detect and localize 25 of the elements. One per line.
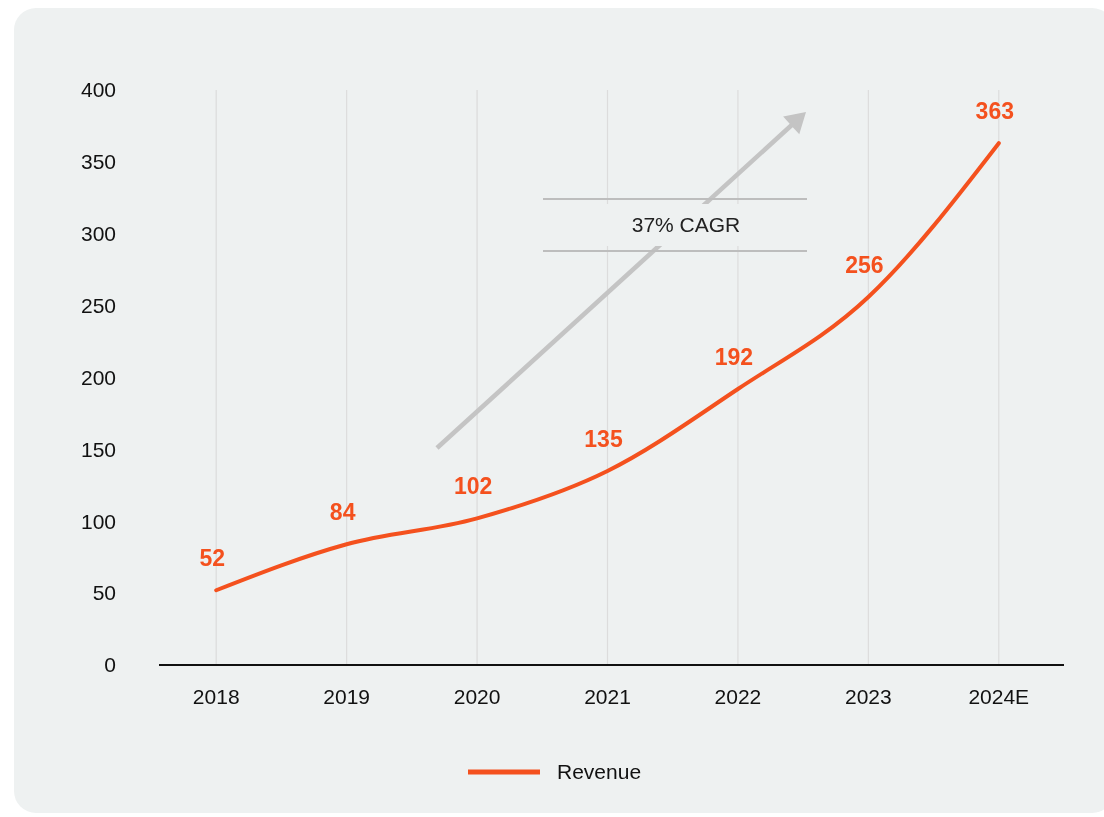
data-label: 363 xyxy=(975,98,1014,125)
annotation: 37% CAGR xyxy=(631,213,741,237)
x-tick-label: 2021 xyxy=(584,685,631,708)
legend-label: Revenue xyxy=(557,760,642,784)
data-label: 256 xyxy=(845,252,884,278)
y-tick-label: 350 xyxy=(80,150,116,174)
data-label: 135 xyxy=(584,425,623,452)
y-tick-label: 250 xyxy=(80,293,116,317)
y-tick-label: 400 xyxy=(80,78,116,102)
x-tick-label: 2022 xyxy=(714,685,762,708)
x-tick-label: 2019 xyxy=(323,685,370,708)
y-tick-label: 300 xyxy=(80,222,116,246)
y-tick-label: 0 xyxy=(104,653,116,677)
x-tick-label: 2024E xyxy=(968,685,1030,708)
y-tick-label: 100 xyxy=(80,509,116,533)
data-label: 102 xyxy=(453,473,493,500)
data-label: 84 xyxy=(329,499,356,526)
x-tick-label: 2023 xyxy=(845,685,892,708)
x-tick-label: 2020 xyxy=(453,685,501,708)
data-label: 192 xyxy=(714,344,754,370)
y-tick-label: 50 xyxy=(92,581,116,605)
y-tick-label: 150 xyxy=(80,437,116,461)
x-tick-label: 2018 xyxy=(192,685,240,708)
y-tick-label: 200 xyxy=(80,365,116,389)
data-label: 52 xyxy=(199,545,226,572)
